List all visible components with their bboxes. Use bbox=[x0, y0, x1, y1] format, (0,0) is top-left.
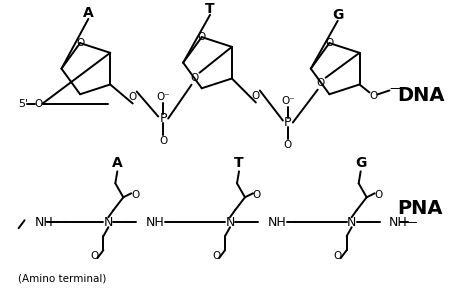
Text: O: O bbox=[131, 190, 139, 200]
Text: O: O bbox=[334, 251, 342, 261]
Text: O: O bbox=[369, 92, 378, 101]
Text: O: O bbox=[128, 92, 137, 101]
Text: 5': 5' bbox=[18, 98, 29, 109]
Text: PNA: PNA bbox=[398, 199, 443, 218]
Text: O: O bbox=[198, 32, 206, 42]
Text: O⁻: O⁻ bbox=[156, 92, 170, 101]
Text: NH: NH bbox=[267, 216, 286, 229]
Text: O: O bbox=[253, 190, 261, 200]
Text: DNA: DNA bbox=[398, 86, 445, 105]
Text: —: — bbox=[389, 82, 401, 95]
Text: P: P bbox=[159, 112, 167, 125]
Text: O: O bbox=[90, 251, 99, 261]
Text: O: O bbox=[374, 190, 383, 200]
Text: (Amino terminal): (Amino terminal) bbox=[18, 273, 107, 283]
Text: O: O bbox=[159, 136, 167, 147]
Text: O: O bbox=[212, 251, 220, 261]
Text: O: O bbox=[191, 73, 199, 83]
Text: N: N bbox=[104, 216, 113, 229]
Text: O: O bbox=[284, 141, 292, 150]
Text: O: O bbox=[325, 38, 334, 48]
Text: NH: NH bbox=[35, 216, 53, 229]
Text: N: N bbox=[225, 216, 235, 229]
Text: G: G bbox=[355, 157, 366, 170]
Text: T: T bbox=[205, 2, 215, 16]
Text: O: O bbox=[35, 98, 43, 109]
Text: O⁻: O⁻ bbox=[281, 95, 295, 106]
Text: —: — bbox=[404, 216, 417, 229]
Text: A: A bbox=[83, 6, 94, 20]
Text: NH: NH bbox=[146, 216, 164, 229]
Text: NH: NH bbox=[389, 216, 407, 229]
Text: N: N bbox=[347, 216, 356, 229]
Text: P: P bbox=[284, 116, 292, 129]
Text: G: G bbox=[332, 8, 343, 22]
Text: O: O bbox=[317, 78, 325, 88]
Text: A: A bbox=[112, 157, 123, 170]
Text: T: T bbox=[234, 157, 244, 170]
Text: O: O bbox=[76, 38, 84, 48]
Text: O: O bbox=[252, 91, 260, 101]
